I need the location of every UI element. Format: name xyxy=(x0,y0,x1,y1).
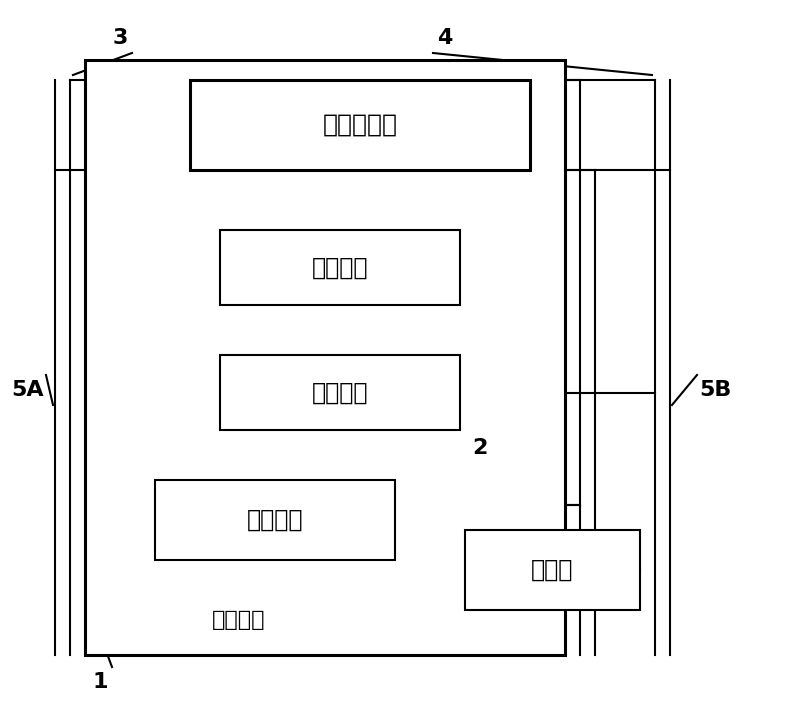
Text: 控制装置: 控制装置 xyxy=(312,380,368,405)
Bar xyxy=(190,80,530,170)
Text: 感应探头: 感应探头 xyxy=(246,508,303,532)
Bar xyxy=(465,530,640,610)
Text: 5B: 5B xyxy=(699,380,731,400)
Bar xyxy=(220,355,460,430)
Text: 加湿器: 加湿器 xyxy=(531,558,574,582)
Text: 2: 2 xyxy=(472,438,488,458)
Bar xyxy=(220,230,460,305)
Text: 臭氧发生器: 臭氧发生器 xyxy=(322,113,398,137)
Text: 消毒容器: 消毒容器 xyxy=(212,610,266,630)
Text: 5A: 5A xyxy=(12,380,44,400)
Text: 3: 3 xyxy=(112,28,128,48)
Bar xyxy=(85,60,565,655)
Bar xyxy=(155,480,395,560)
Text: 1: 1 xyxy=(92,672,108,692)
Text: 控制面板: 控制面板 xyxy=(312,256,368,279)
Text: 4: 4 xyxy=(438,28,453,48)
